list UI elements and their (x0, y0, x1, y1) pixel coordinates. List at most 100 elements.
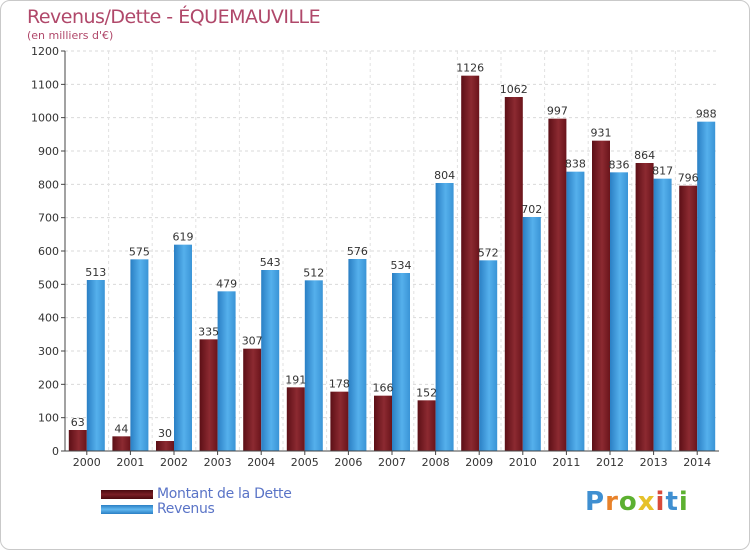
x-tick-label: 2003 (204, 456, 232, 469)
y-tick-label: 800 (38, 178, 59, 191)
data-label-revenue: 988 (696, 108, 717, 121)
data-label-debt: 335 (198, 325, 219, 338)
bar-debt (504, 97, 523, 451)
bar-debt (461, 75, 480, 452)
logo-letter: o (618, 487, 638, 517)
logo-letter: P (585, 487, 606, 517)
data-label-revenue: 804 (434, 169, 455, 182)
bar-revenue (348, 259, 367, 451)
x-tick-label: 2006 (334, 456, 362, 469)
bar-debt (286, 387, 305, 451)
bar-debt (417, 400, 436, 451)
bar-debt (243, 348, 262, 451)
bar-revenue (304, 280, 323, 451)
data-label-revenue: 838 (565, 158, 586, 171)
bar-revenue (86, 280, 105, 451)
data-label-revenue: 576 (347, 245, 368, 258)
logo-letter: r (605, 487, 619, 517)
data-label-debt: 1062 (500, 83, 528, 96)
y-tick-label: 700 (38, 212, 59, 225)
bar-revenue (653, 178, 672, 451)
data-label-revenue: 575 (129, 245, 150, 258)
bar-revenue (217, 291, 236, 451)
data-label-revenue: 619 (173, 231, 194, 244)
bar-debt (374, 395, 392, 451)
y-tick-label: 1200 (31, 45, 59, 58)
x-tick-label: 2013 (640, 456, 668, 469)
y-tick-label: 200 (38, 378, 59, 391)
legend-swatch-revenue (101, 505, 153, 514)
bar-revenue (566, 171, 585, 451)
data-label-debt: 178 (329, 378, 350, 391)
y-tick-label: 600 (38, 245, 59, 258)
data-label-revenue: 817 (652, 165, 673, 178)
bar-debt (592, 140, 610, 451)
x-tick-label: 2000 (73, 456, 101, 469)
data-label-revenue: 702 (521, 203, 542, 216)
data-label-revenue: 534 (391, 259, 412, 272)
data-label-debt: 191 (285, 373, 306, 386)
bar-revenue (697, 121, 716, 452)
bar-debt (679, 185, 698, 451)
x-tick-label: 2014 (683, 456, 711, 469)
y-tick-label: 300 (38, 345, 59, 358)
data-label-debt: 63 (71, 416, 85, 429)
x-tick-label: 2002 (160, 456, 188, 469)
y-tick-label: 900 (38, 145, 59, 158)
legend-label-revenue: Revenus (157, 501, 215, 517)
x-tick-label: 2005 (291, 456, 319, 469)
logo-letter: t (665, 487, 679, 517)
axes: 0 100 200 300 400 500 600 700 800 900 1000 1100 1200… (31, 45, 719, 469)
bars (68, 75, 716, 452)
data-label-debt: 1126 (456, 62, 484, 75)
data-label-revenue: 512 (303, 266, 324, 279)
x-tick-label: 2009 (465, 456, 493, 469)
y-tick-label: 1100 (31, 78, 59, 91)
x-tick-label: 2007 (378, 456, 406, 469)
x-tick-label: 2001 (116, 456, 144, 469)
y-tick-label: 400 (38, 312, 59, 325)
data-label-revenue: 572 (478, 246, 499, 259)
data-labels: 63 513 44 575 30 619 335 479 307 543 191 512 178 576 1… (71, 62, 717, 440)
data-label-debt: 44 (114, 422, 128, 435)
data-label-revenue: 513 (85, 266, 106, 279)
data-label-revenue: 836 (609, 158, 630, 171)
logo-letter: i (678, 487, 689, 517)
y-tick-label: 100 (38, 412, 59, 425)
proxiti-logo: Proxiti (585, 487, 689, 517)
legend-label-debt: Montant de la Dette (157, 486, 292, 502)
data-label-debt: 864 (634, 149, 655, 162)
bar-revenue (522, 217, 541, 451)
data-label-debt: 796 (678, 172, 699, 185)
bar-debt (156, 441, 174, 451)
data-label-debt: 30 (158, 427, 172, 440)
bar-revenue (261, 270, 280, 451)
bar-debt (68, 430, 87, 451)
grid-lines (65, 50, 719, 452)
data-label-debt: 152 (416, 386, 437, 399)
bar-revenue (392, 273, 410, 451)
chart-title: Revenus/Dette - ÉQUEMAUVILLE (27, 6, 321, 28)
logo-letter: x (637, 487, 656, 517)
bar-revenue (130, 259, 149, 451)
data-label-debt: 166 (373, 382, 394, 395)
bar-debt (548, 118, 567, 452)
bar-debt (199, 339, 218, 451)
data-label-debt: 307 (242, 335, 263, 348)
bar-debt (635, 163, 654, 451)
data-label-debt: 931 (591, 127, 612, 140)
y-tick-label: 500 (38, 278, 59, 291)
bar-revenue (610, 172, 628, 452)
x-tick-label: 2012 (596, 456, 624, 469)
x-tick-label: 2010 (509, 456, 537, 469)
bar-debt (330, 391, 349, 451)
data-label-debt: 997 (547, 105, 568, 118)
y-tick-label: 1000 (31, 112, 59, 125)
x-tick-label: 2008 (422, 456, 450, 469)
bar-revenue (174, 244, 192, 451)
bar-revenue (479, 260, 498, 451)
legend-swatch-debt (101, 490, 153, 499)
y-tick-label: 0 (52, 445, 59, 458)
